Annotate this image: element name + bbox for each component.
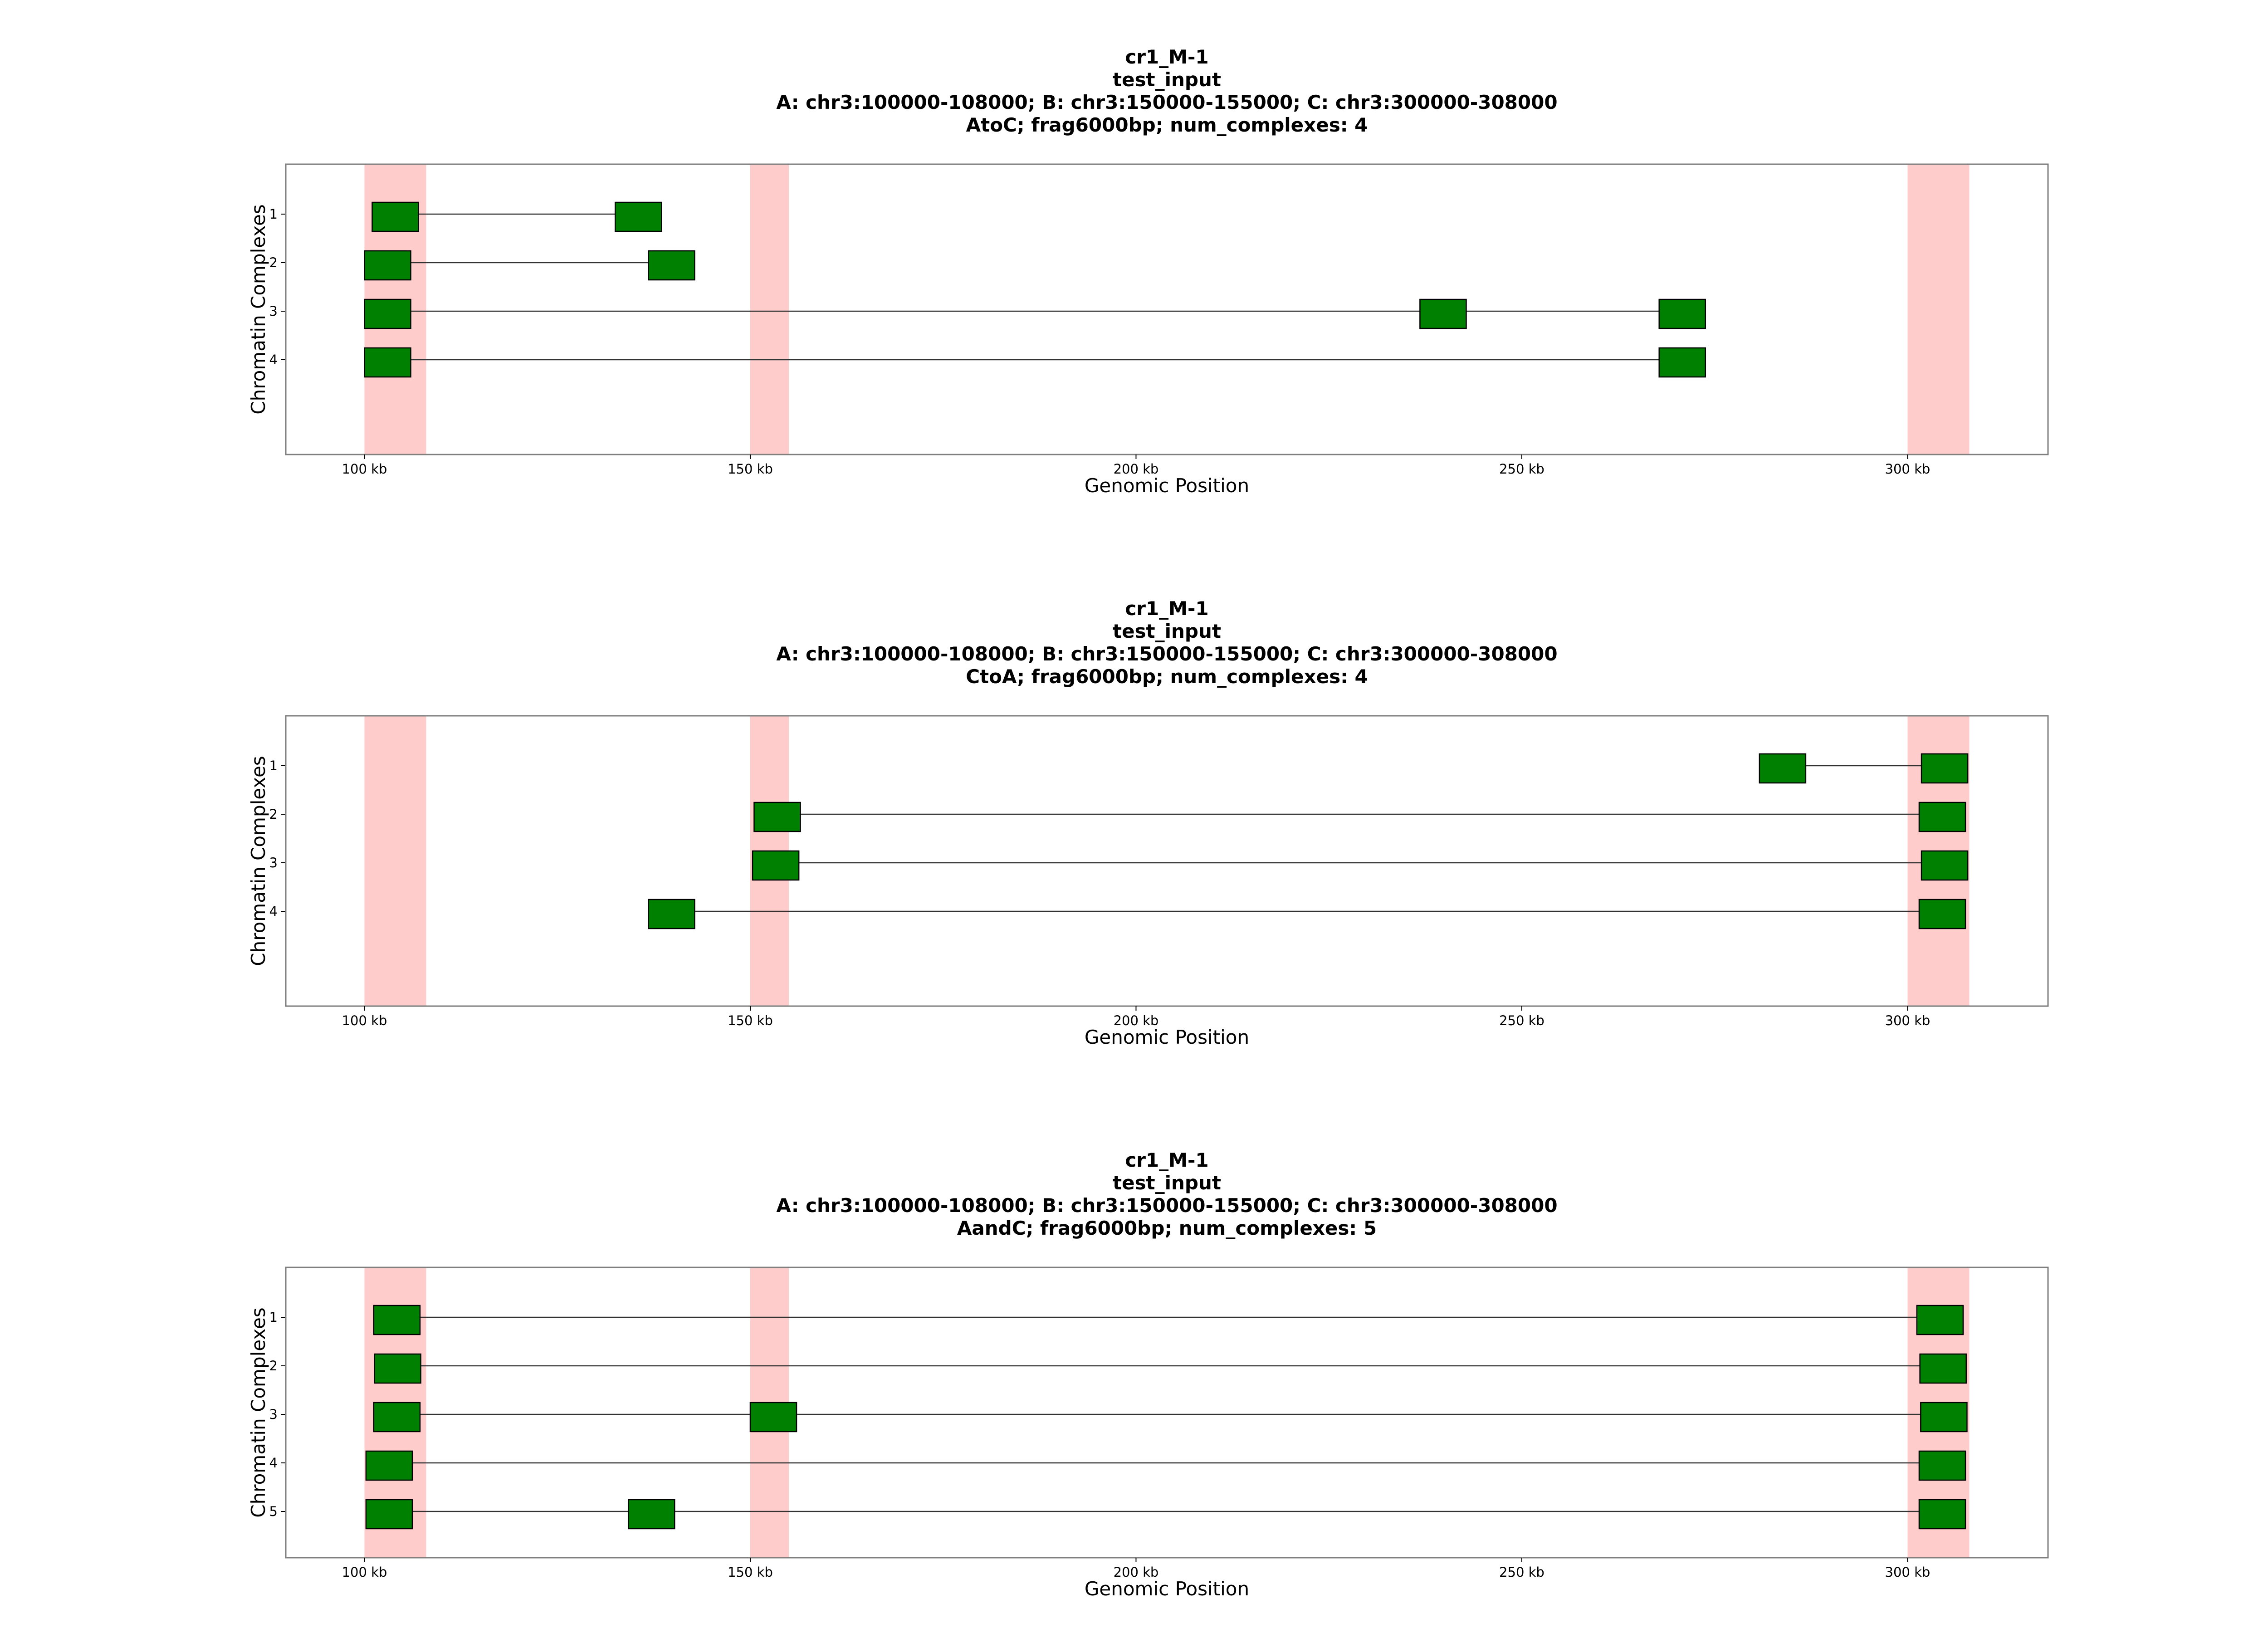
fragment-box bbox=[1916, 1305, 1964, 1335]
fragment-box bbox=[373, 1402, 421, 1433]
fragment-box bbox=[365, 1450, 413, 1481]
fragment-box bbox=[1759, 753, 1807, 784]
x-tick-label: 300 kb bbox=[1885, 1565, 1931, 1580]
chart-title-line: cr1_M-1 bbox=[1125, 1149, 1208, 1171]
chart-title-line: CtoA; frag6000bp; num_complexes: 4 bbox=[966, 665, 1368, 688]
x-tick-label: 250 kb bbox=[1499, 1013, 1545, 1028]
highlight-region bbox=[750, 164, 789, 455]
plot-frame bbox=[285, 163, 2049, 455]
x-tick-label: 150 kb bbox=[728, 1565, 773, 1580]
highlight-region bbox=[364, 716, 426, 1006]
fragment-box bbox=[1920, 1402, 1968, 1433]
fragment-box bbox=[749, 1402, 797, 1433]
fragment-box bbox=[1918, 899, 1966, 929]
x-tick-label: 300 kb bbox=[1885, 461, 1931, 477]
fragment-box bbox=[374, 1353, 421, 1384]
fragment-box bbox=[371, 201, 419, 232]
fragment-box bbox=[1658, 298, 1706, 329]
fragment-box bbox=[1918, 1450, 1966, 1481]
chart-title-line: AandC; frag6000bp; num_complexes: 5 bbox=[957, 1217, 1377, 1239]
fragment-box bbox=[1658, 347, 1706, 378]
x-tick-label: 200 kb bbox=[1114, 1013, 1159, 1028]
chart-title-line: A: chr3:100000-108000; B: chr3:150000-15… bbox=[776, 91, 1557, 113]
fragment-box bbox=[752, 850, 800, 881]
y-tick-label: 4 bbox=[269, 904, 278, 919]
fragment-box bbox=[753, 802, 801, 832]
chart-title-line: A: chr3:100000-108000; B: chr3:150000-15… bbox=[776, 643, 1557, 665]
x-axis-label: Genomic Position bbox=[1085, 1026, 1249, 1048]
y-axis-label: Chromatin Complexes bbox=[247, 204, 269, 414]
y-tick-label: 4 bbox=[269, 352, 278, 367]
fragment-box bbox=[1419, 298, 1467, 329]
fragment-box bbox=[365, 1499, 413, 1530]
x-tick-label: 300 kb bbox=[1885, 1013, 1931, 1028]
x-tick-label: 200 kb bbox=[1114, 1565, 1159, 1580]
fragment-box bbox=[364, 298, 411, 329]
y-tick-label: 1 bbox=[269, 206, 278, 222]
y-tick-label: 4 bbox=[269, 1455, 278, 1471]
chart-title-line: test_input bbox=[1113, 620, 1221, 642]
fragment-box bbox=[615, 201, 662, 232]
y-tick-label: 3 bbox=[269, 1407, 278, 1422]
y-axis-label: Chromatin Complexes bbox=[247, 756, 269, 966]
x-tick-label: 200 kb bbox=[1114, 461, 1159, 477]
x-tick-label: 100 kb bbox=[342, 1013, 387, 1028]
y-axis-label: Chromatin Complexes bbox=[247, 1307, 269, 1517]
fragment-box bbox=[648, 250, 695, 281]
fragment-box bbox=[364, 347, 411, 378]
x-tick-label: 100 kb bbox=[342, 461, 387, 477]
x-tick-label: 250 kb bbox=[1499, 1565, 1545, 1580]
y-tick-label: 1 bbox=[269, 758, 278, 773]
y-tick-label: 2 bbox=[269, 1358, 278, 1374]
x-axis-label: Genomic Position bbox=[1085, 474, 1249, 497]
fragment-box bbox=[1921, 753, 1969, 784]
fragment-box bbox=[364, 250, 411, 281]
y-tick-label: 3 bbox=[269, 303, 278, 319]
fragment-box bbox=[373, 1305, 421, 1335]
y-tick-label: 2 bbox=[269, 807, 278, 822]
y-tick-label: 1 bbox=[269, 1310, 278, 1325]
plot-frame bbox=[285, 1266, 2049, 1559]
fragment-box bbox=[648, 899, 695, 929]
chart-title-line: test_input bbox=[1113, 68, 1221, 91]
chart-title-line: test_input bbox=[1113, 1172, 1221, 1194]
chart-title-line: cr1_M-1 bbox=[1125, 597, 1208, 620]
x-tick-label: 100 kb bbox=[342, 1565, 387, 1580]
fragment-box bbox=[1918, 802, 1966, 832]
chart-title-line: A: chr3:100000-108000; B: chr3:150000-15… bbox=[776, 1194, 1557, 1217]
x-tick-label: 150 kb bbox=[728, 461, 773, 477]
x-axis-label: Genomic Position bbox=[1085, 1578, 1249, 1600]
x-tick-label: 150 kb bbox=[728, 1013, 773, 1028]
y-tick-label: 3 bbox=[269, 855, 278, 870]
y-tick-label: 2 bbox=[269, 255, 278, 270]
chart-title-line: cr1_M-1 bbox=[1125, 46, 1208, 68]
fragment-box bbox=[1919, 1353, 1967, 1384]
fragment-box bbox=[1921, 850, 1969, 881]
fragment-box bbox=[1918, 1499, 1966, 1530]
y-tick-label: 5 bbox=[269, 1504, 278, 1519]
fragment-box bbox=[627, 1499, 675, 1530]
x-tick-label: 250 kb bbox=[1499, 461, 1545, 477]
highlight-region bbox=[1907, 164, 1970, 455]
plot-frame bbox=[285, 715, 2049, 1007]
chart-title-line: AtoC; frag6000bp; num_complexes: 4 bbox=[966, 114, 1368, 136]
